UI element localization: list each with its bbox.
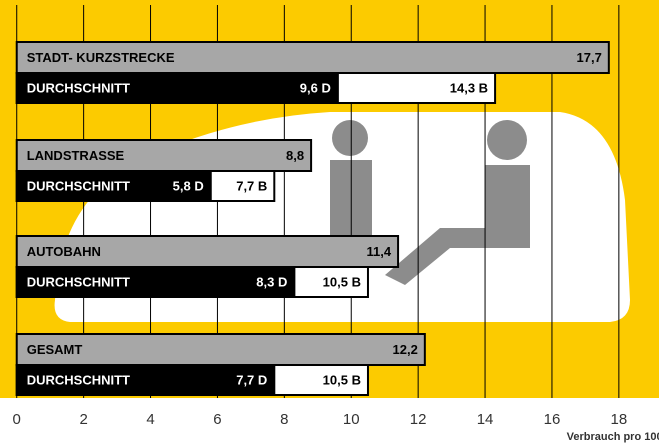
- x-tick-label: 4: [146, 411, 154, 428]
- value-label: 10,5 B: [323, 274, 361, 289]
- x-tick-label: 6: [213, 411, 221, 428]
- x-tick-label: 10: [343, 411, 360, 428]
- x-tick-label: 8: [280, 411, 288, 428]
- category-label: GESAMT: [27, 342, 83, 357]
- bar: [15, 333, 426, 366]
- x-tick-label: 0: [13, 411, 21, 428]
- value-label: 7,7 B: [236, 178, 267, 193]
- value-label: 9,6 D: [300, 80, 331, 95]
- value-label: 11,4: [366, 244, 391, 259]
- average-label: DURCHSCHNITT: [27, 372, 130, 387]
- category-label: STADT- KURZSTRECKE: [27, 50, 175, 65]
- value-label: 17,7: [577, 50, 602, 65]
- category-label: LANDSTRASSE: [27, 148, 125, 163]
- x-axis-label: Verbrauch pro 100 km [l]: [567, 431, 659, 443]
- x-tick-label: 16: [544, 411, 561, 428]
- value-label: 5,8 D: [173, 178, 204, 193]
- value-label: 14,3 B: [450, 80, 488, 95]
- value-label: 8,3 D: [256, 274, 287, 289]
- x-tick-label: 12: [410, 411, 427, 428]
- bar: [15, 266, 296, 298]
- average-label: DURCHSCHNITT: [27, 178, 130, 193]
- value-label: 8,8: [286, 148, 304, 163]
- value-label: 10,5 B: [323, 372, 361, 387]
- x-tick-label: 14: [477, 411, 494, 428]
- bar: [15, 170, 212, 202]
- value-label: 12,2: [393, 342, 418, 357]
- bar: [15, 139, 313, 172]
- average-label: DURCHSCHNITT: [27, 274, 130, 289]
- bar: [15, 364, 276, 396]
- bar: [15, 72, 339, 104]
- value-label: 7,7 D: [236, 372, 267, 387]
- x-tick-label: 2: [79, 411, 87, 428]
- category-label: AUTOBAHN: [27, 244, 101, 259]
- x-tick-label: 18: [611, 411, 628, 428]
- average-label: DURCHSCHNITT: [27, 80, 130, 95]
